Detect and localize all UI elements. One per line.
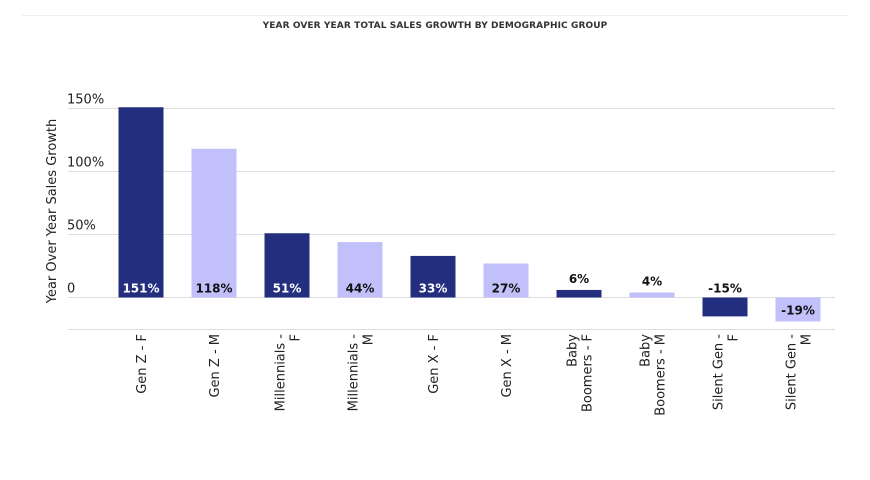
x-tick-label: Gen Z - M: [208, 334, 223, 398]
data-label: 51%: [273, 282, 302, 296]
x-tick-label-line: F: [289, 334, 304, 341]
data-label: 4%: [642, 274, 662, 288]
x-tick-label: Gen X - F: [427, 334, 442, 394]
x-tick-label-line: Gen X - F: [427, 334, 442, 394]
x-tick-label-line: Millennials -: [347, 334, 362, 412]
y-tick-label: 150%: [67, 93, 104, 108]
data-label: 27%: [492, 282, 521, 296]
bar: [702, 297, 748, 317]
x-tick-label: Millennials -F: [274, 334, 304, 412]
data-label: 44%: [346, 282, 375, 296]
data-label: 33%: [419, 282, 448, 296]
x-tick-label-line: Silent Gen -: [785, 334, 800, 410]
bar: [118, 107, 164, 298]
x-tick-label-line: M: [800, 334, 815, 345]
data-label: -15%: [708, 282, 742, 296]
x-tick-label: Baby Boomers - M: [639, 334, 669, 416]
x-tick-label-line: Baby: [566, 334, 581, 367]
bar: [264, 233, 310, 298]
bar: [410, 255, 456, 298]
x-tick-label: Silent Gen -F: [712, 334, 742, 410]
y-axis-title: Year Over Year Sales Growth: [45, 119, 60, 305]
x-tick-label-line: Gen Z - M: [208, 334, 223, 398]
x-tick-label-line: Boomers - M: [654, 334, 669, 416]
chart-title: YEAR OVER YEAR TOTAL SALES GROWTH BY DEM…: [262, 21, 608, 31]
x-tick-label-line: Millennials -: [274, 334, 289, 412]
bar: [337, 242, 383, 298]
x-tick-label-line: Baby: [639, 334, 654, 367]
data-label: 118%: [195, 282, 232, 296]
x-tick-label: Gen Z - F: [135, 334, 150, 394]
y-tick-label: 50%: [67, 219, 96, 234]
data-label: -19%: [781, 303, 815, 317]
data-label: 151%: [122, 282, 159, 296]
bar: [556, 289, 602, 298]
x-tick-label-line: Gen X - M: [500, 334, 515, 398]
x-tick-label-line: M: [362, 334, 377, 345]
x-tick-label: Gen X - M: [500, 334, 515, 398]
x-tick-label-line: Silent Gen -: [712, 334, 727, 410]
y-tick-label: 100%: [67, 156, 104, 171]
x-tick-label-line: F: [727, 334, 742, 341]
x-tick-label-line: Gen Z - F: [135, 334, 150, 394]
y-tick-label: 0: [67, 282, 75, 297]
bar: [629, 292, 675, 298]
x-tick-label-line: Boomers - F: [581, 334, 596, 412]
x-tick-label: Baby Boomers - F: [566, 334, 596, 412]
x-tick-label: Silent Gen -M: [785, 334, 815, 410]
top-divider: [22, 15, 848, 16]
bar: [191, 148, 237, 298]
x-tick-label: Millennials -M: [347, 334, 377, 412]
data-label: 6%: [569, 272, 589, 286]
bar: [483, 263, 529, 298]
bar: [775, 297, 821, 322]
